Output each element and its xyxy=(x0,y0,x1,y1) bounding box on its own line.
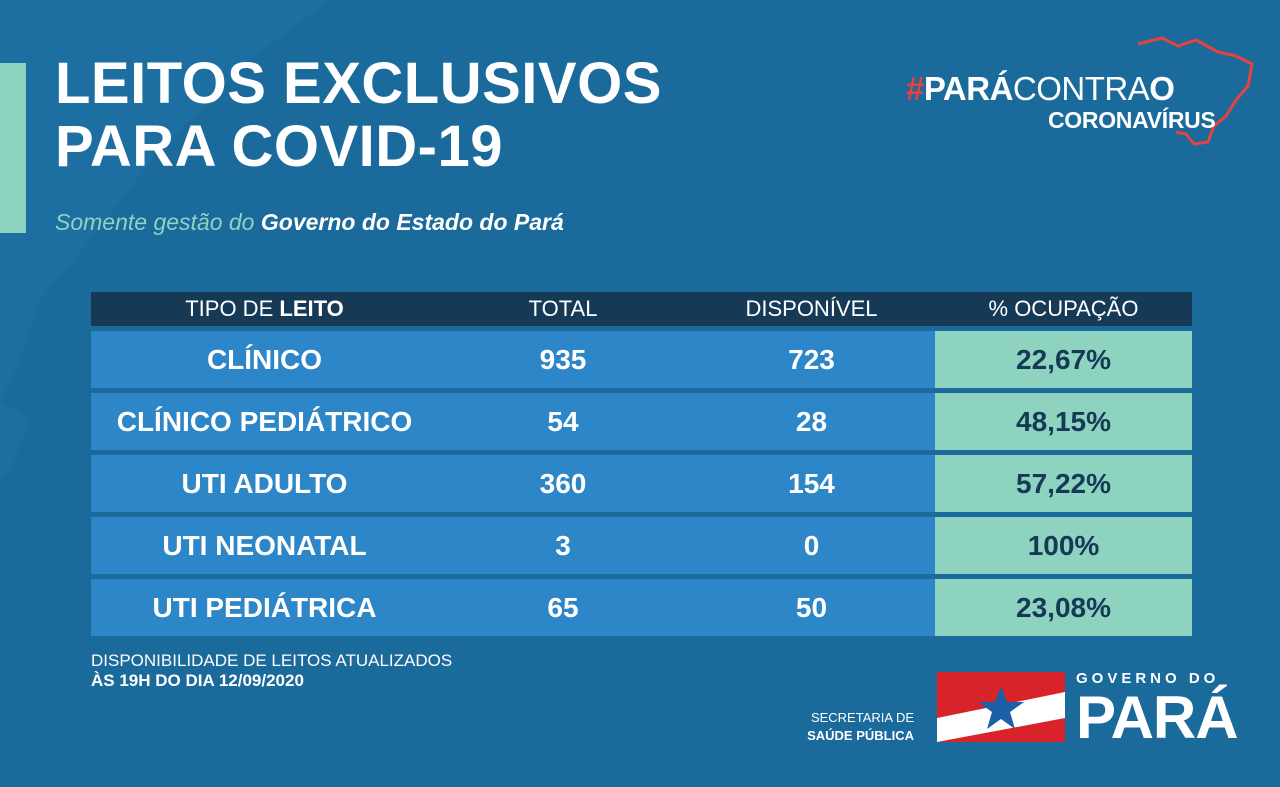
cell-disponivel: 50 xyxy=(688,579,935,636)
campaign-hash: # xyxy=(906,70,924,107)
cell-disponivel: 0 xyxy=(688,517,935,574)
accent-bar xyxy=(0,63,26,233)
cell-tipo: UTI PEDIÁTRICA xyxy=(91,579,438,636)
subtitle: Somente gestão do Governo do Estado do P… xyxy=(55,209,564,236)
campaign-para: PARÁ xyxy=(923,70,1014,107)
header-total: TOTAL xyxy=(438,292,688,326)
table-row: CLÍNICO PEDIÁTRICO 54 28 48,15% xyxy=(91,393,1192,450)
cell-ocupacao: 23,08% xyxy=(935,579,1192,636)
campaign-coronavirus: CORONAVÍRUS xyxy=(1048,107,1216,133)
cell-ocupacao: 48,15% xyxy=(935,393,1192,450)
cell-total: 360 xyxy=(438,455,688,512)
cell-disponivel: 28 xyxy=(688,393,935,450)
cell-ocupacao: 100% xyxy=(935,517,1192,574)
update-line-2: ÀS 19H DO DIA 12/09/2020 xyxy=(91,671,304,690)
secretaria-line-1: SECRETARIA DE xyxy=(810,710,914,725)
subtitle-strong: Governo do Estado do Pará xyxy=(260,209,564,235)
cell-tipo: CLÍNICO xyxy=(91,331,438,388)
table-row: CLÍNICO 935 723 22,67% xyxy=(91,331,1192,388)
cell-total: 935 xyxy=(438,331,688,388)
table-row: UTI NEONATAL 3 0 100% xyxy=(91,517,1192,574)
header-tipo-prefix: TIPO DE xyxy=(185,296,274,321)
gov-big-text: PARÁ xyxy=(1076,684,1239,751)
page-title: LEITOS EXCLUSIVOS PARA COVID-19 xyxy=(55,52,662,178)
header-tipo: TIPO DE LEITO xyxy=(91,292,438,326)
table-row: UTI PEDIÁTRICA 65 50 23,08% xyxy=(91,579,1192,636)
secretaria-label: SECRETARIA DE SAÚDE PÚBLICA xyxy=(807,709,914,745)
update-line-1: DISPONIBILIDADE DE LEITOS ATUALIZADOS xyxy=(91,651,453,670)
cell-total: 54 xyxy=(438,393,688,450)
subtitle-soft: Somente gestão do xyxy=(55,209,255,235)
campaign-o: O xyxy=(1149,70,1175,107)
campaign-contra: CONTRA xyxy=(1012,70,1150,107)
header-ocupacao: % OCUPAÇÃO xyxy=(935,292,1192,326)
header-disponivel: DISPONÍVEL xyxy=(688,292,935,326)
cell-tipo: CLÍNICO PEDIÁTRICO xyxy=(91,393,438,450)
cell-total: 65 xyxy=(438,579,688,636)
title-line-1: LEITOS EXCLUSIVOS xyxy=(55,51,662,116)
table-row: UTI ADULTO 360 154 57,22% xyxy=(91,455,1192,512)
cell-disponivel: 723 xyxy=(688,331,935,388)
governo-logo: GOVERNO DO PARÁ xyxy=(1076,670,1239,751)
cell-disponivel: 154 xyxy=(688,455,935,512)
cell-ocupacao: 22,67% xyxy=(935,331,1192,388)
para-map-outline-icon xyxy=(1137,36,1254,146)
cell-ocupacao: 57,22% xyxy=(935,455,1192,512)
title-line-2: PARA COVID-19 xyxy=(55,114,504,179)
campaign-hashtag: #PARÁCONTRAO xyxy=(906,70,1175,108)
beds-table: TIPO DE LEITO TOTAL DISPONÍVEL % OCUPAÇÃ… xyxy=(91,287,1192,641)
cell-total: 3 xyxy=(438,517,688,574)
cell-tipo: UTI NEONATAL xyxy=(91,517,438,574)
gov-small-text: GOVERNO DO xyxy=(1076,670,1220,687)
secretaria-line-2: SAÚDE PÚBLICA xyxy=(807,728,914,743)
table-header-row: TIPO DE LEITO TOTAL DISPONÍVEL % OCUPAÇÃ… xyxy=(91,292,1192,326)
header-tipo-bold: LEITO xyxy=(279,296,344,321)
cell-tipo: UTI ADULTO xyxy=(91,455,438,512)
update-note: DISPONIBILIDADE DE LEITOS ATUALIZADOS ÀS… xyxy=(91,651,452,691)
para-flag-icon xyxy=(937,672,1065,742)
campaign-logo: #PARÁCONTRAO CORONAVÍRUS xyxy=(900,30,1260,160)
